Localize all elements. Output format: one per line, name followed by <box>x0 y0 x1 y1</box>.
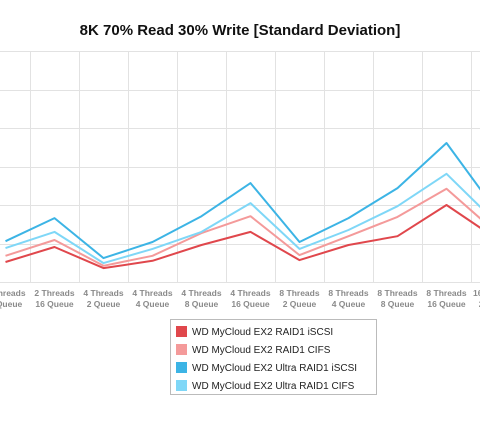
x-tick-line: 2 Queue <box>283 299 317 309</box>
x-tick-line: 8 Threads <box>426 288 466 298</box>
legend-swatch <box>176 326 187 337</box>
x-tick-line: 4 Queue <box>136 299 170 309</box>
legend-swatch <box>176 380 187 391</box>
legend-label: WD MyCloud EX2 Ultra RAID1 iSCSI <box>192 363 357 374</box>
x-tick-line: 16 Queue <box>35 299 74 309</box>
x-tick-line: 2 Threads <box>34 288 74 298</box>
x-tick-line: 8 Queue <box>0 299 23 309</box>
series-line <box>6 189 480 266</box>
x-tick-line: 4 Threads <box>181 288 221 298</box>
x-tick-line: 2 Queue <box>87 299 121 309</box>
x-tick-line: 4 Threads <box>83 288 123 298</box>
legend-swatch <box>176 344 187 355</box>
x-tick-line: 4 Threads <box>230 288 270 298</box>
legend-label: WD MyCloud EX2 Ultra RAID1 CIFS <box>192 381 355 392</box>
x-tick-line: 8 Threads <box>328 288 368 298</box>
x-tick-line: 16 Queue <box>427 299 466 309</box>
x-tick-line: 2 Threads <box>0 288 26 298</box>
series-line <box>6 143 480 258</box>
legend-label: WD MyCloud EX2 RAID1 iSCSI <box>192 327 333 338</box>
x-tick-line: 8 Threads <box>279 288 319 298</box>
x-tick-line: 16 Queue <box>231 299 270 309</box>
x-tick-line: 4 Threads <box>132 288 172 298</box>
x-tick-line: 8 Queue <box>185 299 219 309</box>
legend-swatch <box>176 362 187 373</box>
x-tick-line: 8 Threads <box>377 288 417 298</box>
x-tick-line: 4 Queue <box>332 299 366 309</box>
chart-title: 8K 70% Read 30% Write [Standard Deviatio… <box>80 22 401 39</box>
grid <box>0 51 480 283</box>
x-tick-line: 8 Queue <box>381 299 415 309</box>
x-tick-line: 16 Threads <box>473 288 480 298</box>
legend-label: WD MyCloud EX2 RAID1 CIFS <box>192 345 331 356</box>
